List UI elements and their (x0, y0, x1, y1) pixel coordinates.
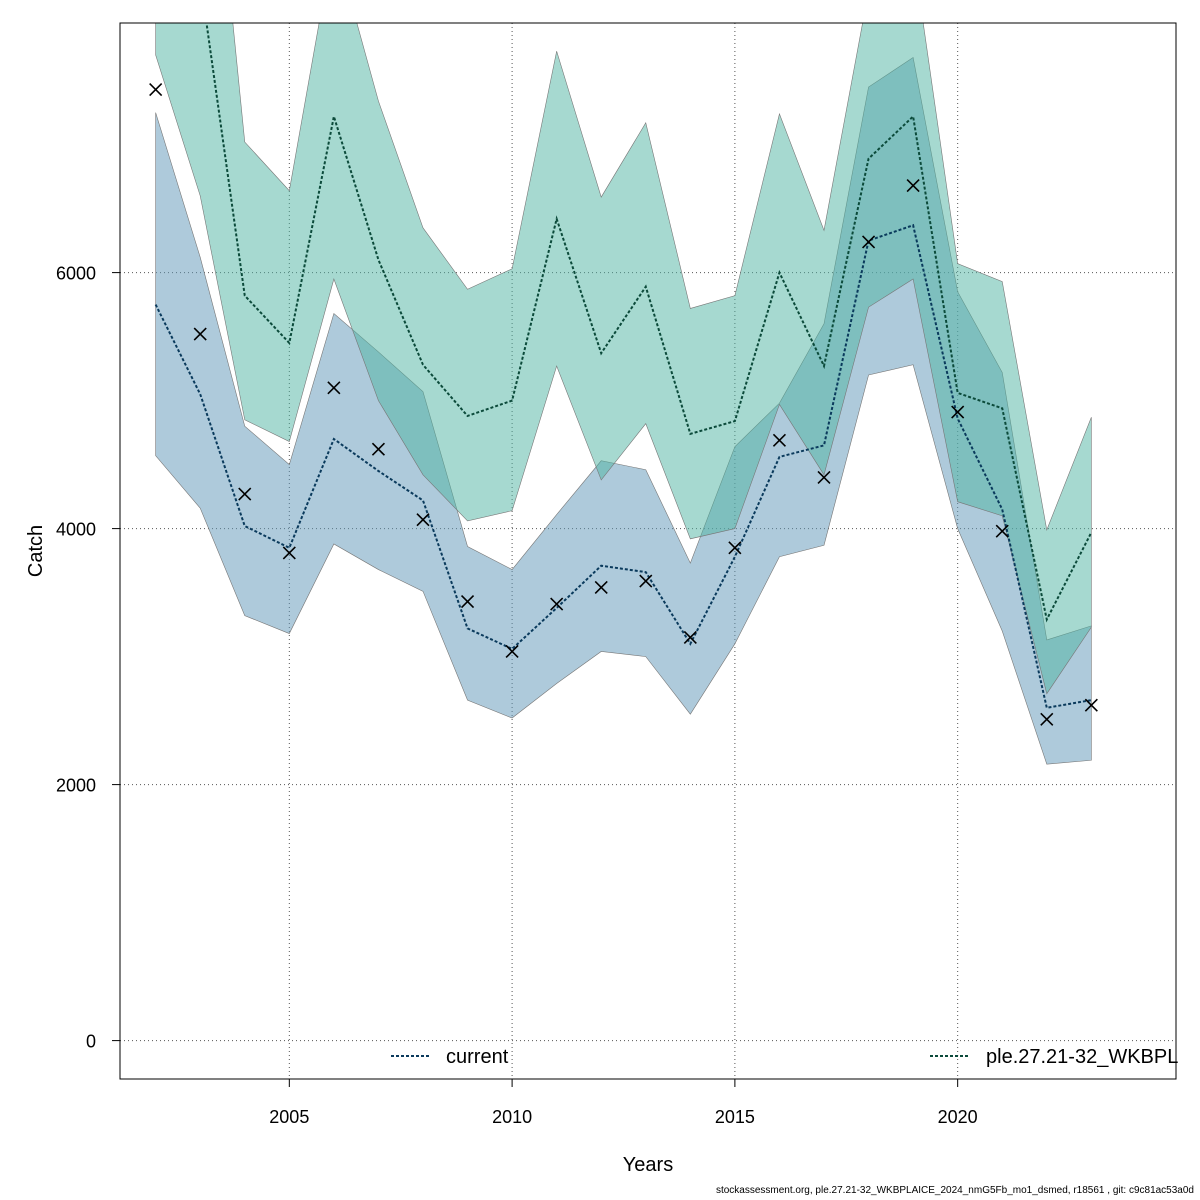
observed-point-2017 (817, 470, 831, 484)
observed-point-2015 (728, 541, 742, 555)
legend-label-wkbpl: ple.27.21-32_WKBPL (986, 1046, 1178, 1068)
y-tick-label-2000: 2000 (56, 776, 96, 796)
observed-point-2020 (951, 405, 965, 419)
observed-point-2023 (1084, 698, 1098, 712)
x-tick-label-2020: 2020 (938, 1107, 978, 1127)
footer-caption: stockassessment.org, ple.27.21-32_WKBPLA… (715, 1185, 1194, 1196)
legend: current ple.27.21-32_WKBPL (391, 1046, 1178, 1068)
observed-point-2011 (550, 597, 564, 611)
observed-point-2005 (282, 546, 296, 560)
y-tick-label-4000: 4000 (56, 520, 96, 540)
x-axis: 2005 2010 2015 2020 (269, 1079, 978, 1127)
observed-point-2009 (460, 594, 475, 609)
observed-point-2006 (327, 381, 341, 395)
observed-point-2012 (594, 580, 608, 595)
observed-point-2021 (995, 524, 1009, 538)
y-tick-label-6000: 6000 (56, 264, 96, 284)
line-wkbpl (205, 23, 1093, 623)
observed-markers (149, 82, 1098, 726)
estimate-lines (154, 23, 1093, 709)
observed-point-2019 (906, 178, 920, 193)
plot-frame (119, 22, 1177, 1080)
legend-label-current: current (446, 1046, 509, 1068)
observed-point-2022 (1040, 712, 1054, 726)
confidence-bands (155, 23, 1092, 765)
observed-point-2004 (238, 487, 252, 501)
y-axis-title: Catch (25, 525, 47, 577)
y-tick-label-0: 0 (86, 1032, 96, 1052)
observed-point-2010 (505, 644, 519, 659)
x-tick-label-2005: 2005 (269, 1107, 309, 1127)
line-current (154, 223, 1092, 709)
observed-point-2016 (772, 433, 787, 447)
x-axis-title: Years (623, 1154, 673, 1176)
observed-point-2003 (193, 327, 207, 341)
observed-point-2014 (683, 630, 697, 644)
y-axis: 0 2000 4000 6000 (56, 264, 120, 1052)
observed-point-2013 (639, 574, 653, 588)
observed-point-2007 (371, 442, 385, 456)
x-tick-label-2010: 2010 (492, 1107, 532, 1127)
observed-point-2002 (149, 82, 163, 97)
observed-point-2008 (416, 513, 430, 527)
observed-point-2018 (861, 235, 876, 249)
x-tick-label-2015: 2015 (715, 1107, 755, 1127)
band-wkbpl (155, 23, 1092, 695)
